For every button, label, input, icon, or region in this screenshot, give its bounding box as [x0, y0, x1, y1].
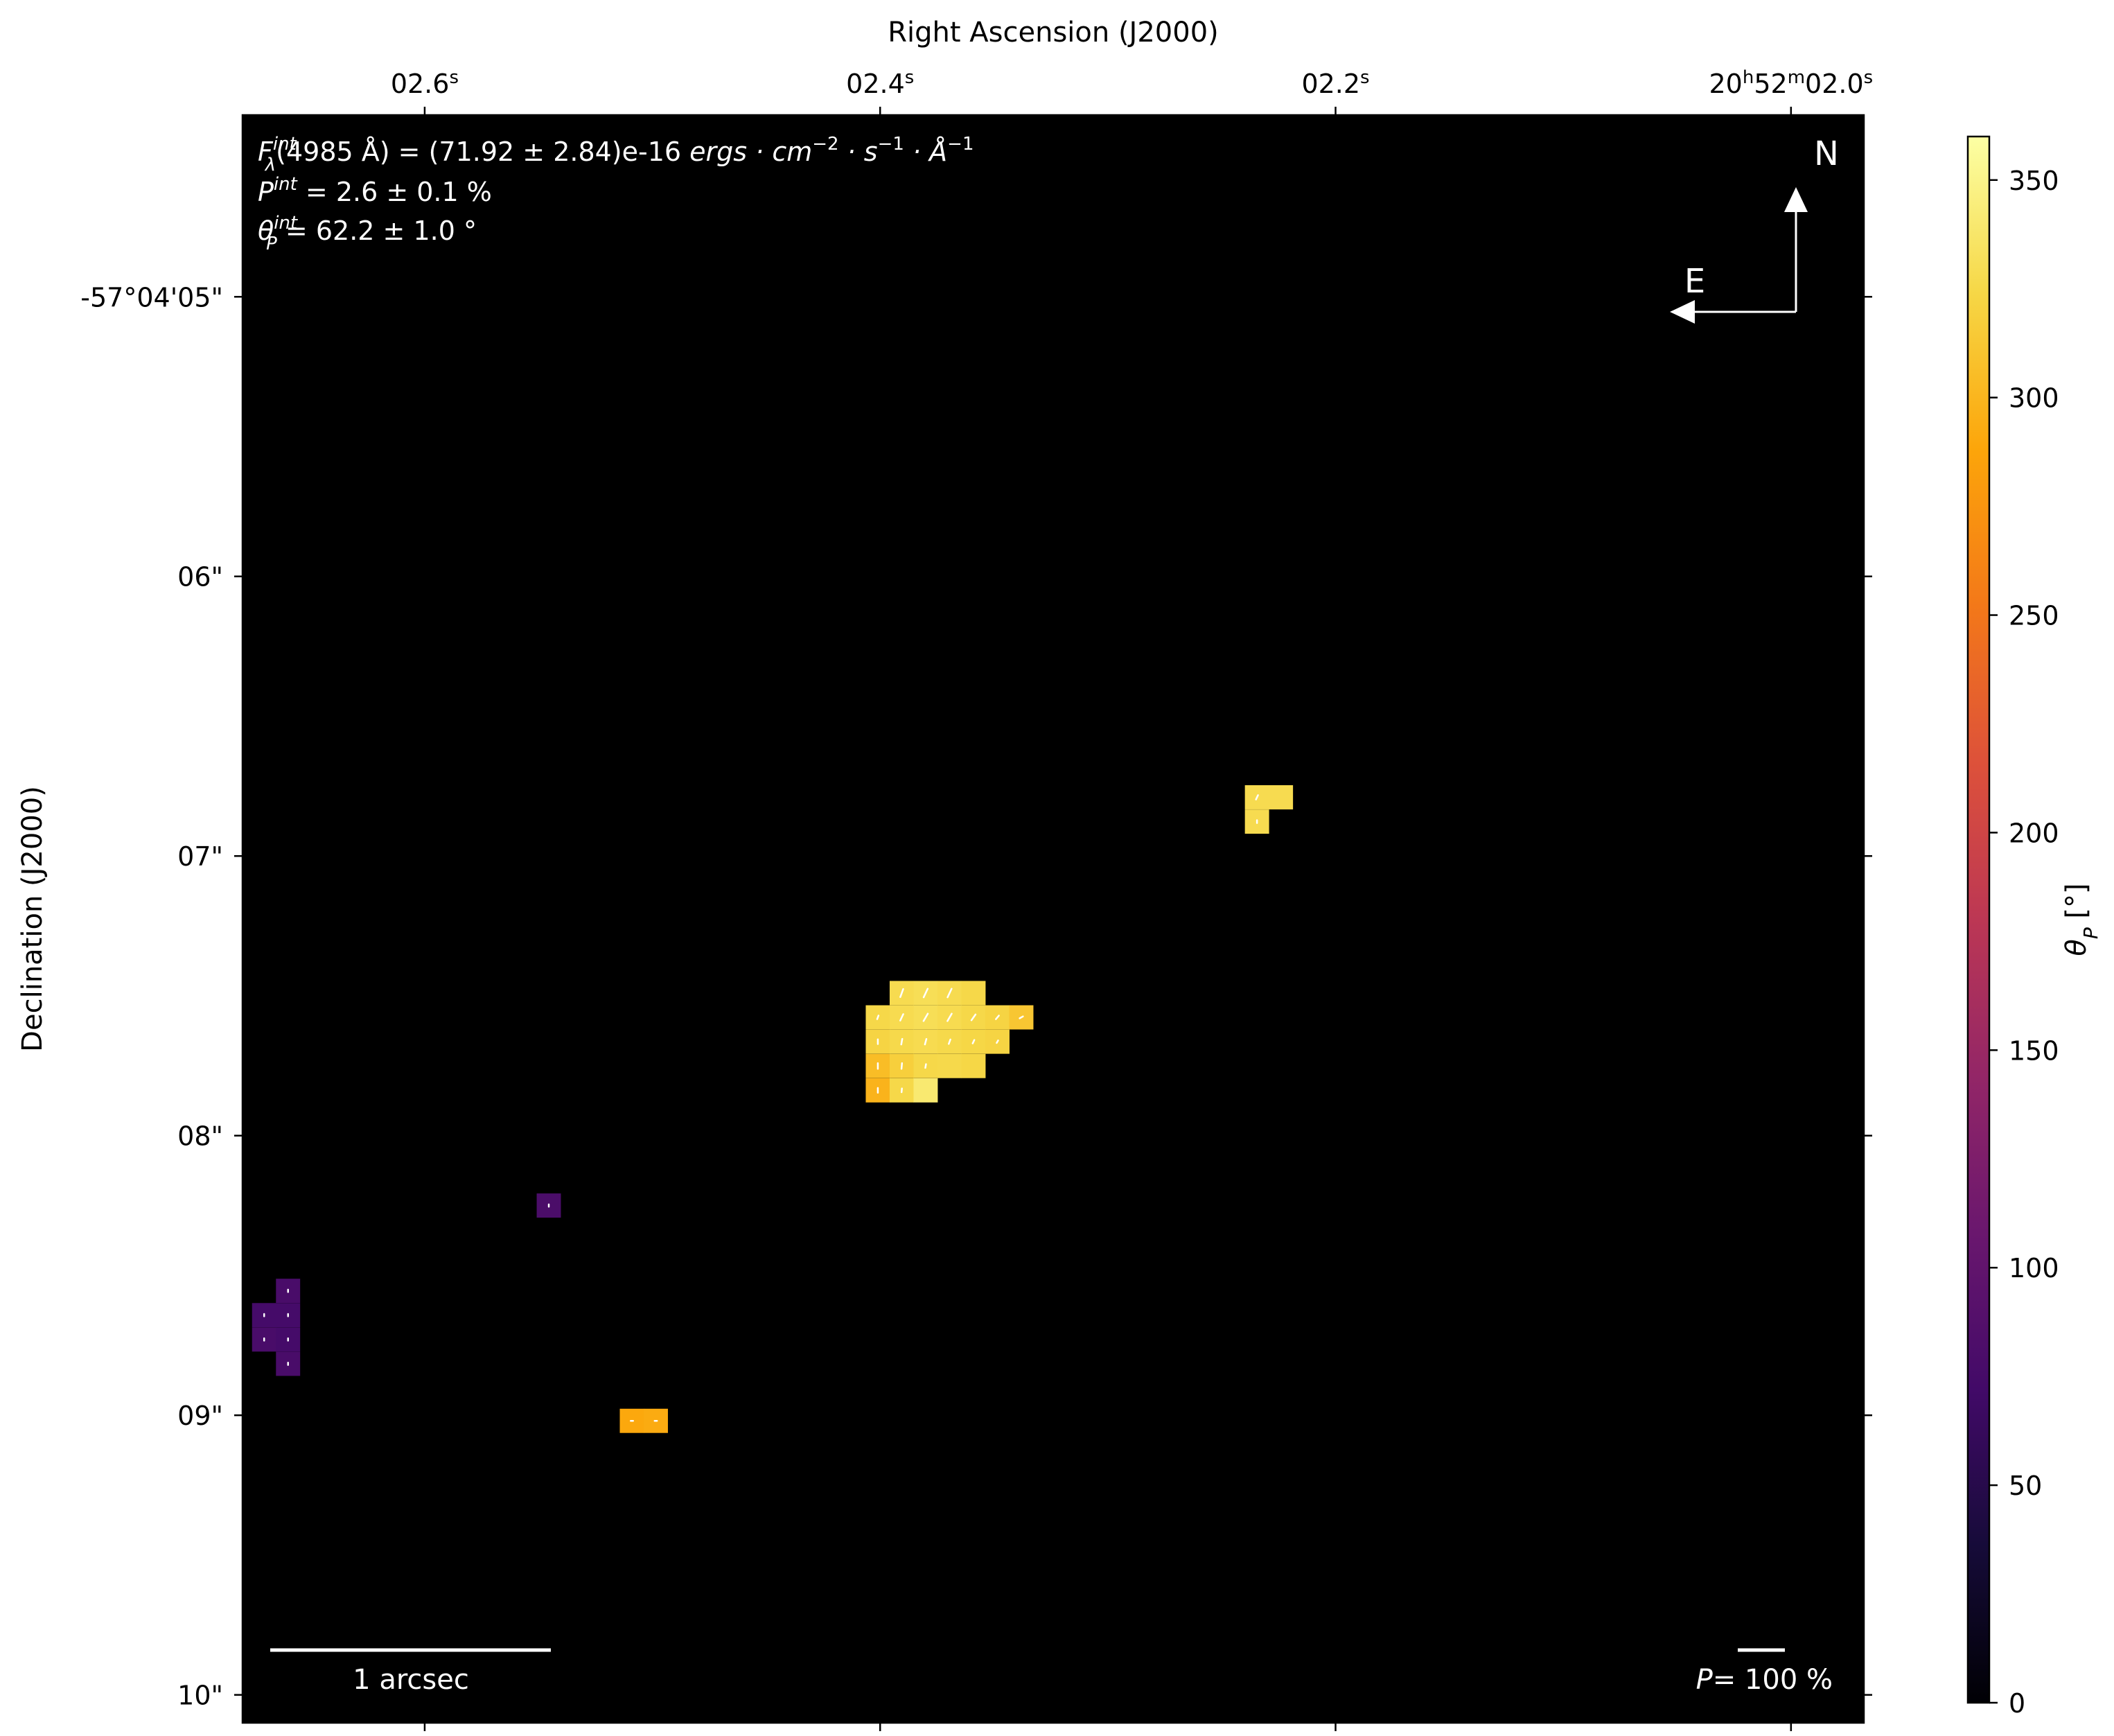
- polarization-vector: [900, 1037, 904, 1046]
- colorbar-tick-label: 200: [2009, 818, 2059, 848]
- polarization-vector: [1255, 794, 1259, 800]
- y-tick-label: 08": [177, 1121, 223, 1152]
- x-axis-bottom: [423, 1723, 1793, 1731]
- compass-east-label: E: [1684, 262, 1705, 301]
- plot-area: [243, 115, 1864, 1723]
- colorbar-tick-label: 0: [2009, 1688, 2025, 1719]
- x-tick-label: 02.2s: [1301, 67, 1369, 99]
- colorbar-tick-label: 150: [2009, 1035, 2059, 1066]
- y-tick-label: -57°04'05": [80, 282, 223, 313]
- colorbar-tick-label: 100: [2009, 1253, 2059, 1283]
- polarization-vector: [1019, 1015, 1024, 1019]
- y-axis-right: [1864, 296, 1872, 1696]
- map-pixel: [961, 981, 986, 1006]
- annotation-line: Fint λ(4985 Å) = (71.92 ± 2.84)e-16 ergs …: [258, 134, 974, 175]
- x-tick-label: 20h52m02.0s: [1709, 67, 1873, 99]
- colorbar-label: θP [°]: [2061, 883, 2102, 956]
- map-pixel: [1269, 785, 1294, 809]
- colorbar-tick-label: 50: [2009, 1471, 2042, 1501]
- polarization-vector: [922, 988, 929, 999]
- compass: N E: [1670, 134, 1839, 324]
- compass-north-label: N: [1814, 134, 1839, 173]
- y-tick-label: 07": [177, 841, 223, 872]
- polarization-vector: [970, 1013, 977, 1022]
- map-pixel: [961, 1053, 986, 1078]
- polarization-vector: [876, 1015, 880, 1020]
- polarization-vector: [946, 1012, 953, 1022]
- polarization-vector: [924, 1037, 928, 1046]
- flux-annotation: Fint λ(4985 Å) = (71.92 ± 2.84)e-16 ergs …: [258, 134, 974, 254]
- plot-frame: [241, 114, 1865, 1724]
- polarization-vector: [899, 1013, 904, 1022]
- map-pixel: [937, 1053, 962, 1078]
- polarization-vector: [899, 988, 904, 998]
- pixel-layer: [252, 785, 1294, 1433]
- annotation-line: Pint = 2.6 ± 0.1 %: [258, 174, 492, 207]
- compass-east-arrowhead: [1670, 300, 1695, 324]
- x-axis-top: 02.6s 02.4s 02.2s 20h52m02.0s: [391, 67, 1873, 115]
- y-tick-label: 10": [177, 1681, 223, 1711]
- colorbar-tick-label: 250: [2009, 601, 2059, 631]
- polarization-scale-bar: P= 100 %: [1696, 1648, 1833, 1696]
- vector-layer: [263, 794, 1259, 1422]
- x-tick-label: 02.6s: [391, 67, 459, 99]
- polarization-vector: [946, 988, 953, 999]
- polarization-vector: [995, 1015, 1000, 1020]
- polarization-vector: [996, 1040, 999, 1044]
- y-axis-label: Declination (J2000): [17, 786, 49, 1052]
- angular-scale-bar-label: 1 arcsec: [353, 1664, 469, 1696]
- x-tick-label: 02.4s: [846, 67, 914, 99]
- annotation-line: θint P = 62.2 ± 1.0 °: [258, 213, 477, 254]
- polarization-vector: [900, 1062, 904, 1070]
- map-pixel: [913, 1078, 938, 1103]
- polarization-vector: [922, 1012, 929, 1022]
- compass-north-arrowhead: [1784, 187, 1808, 212]
- y-tick-label: 06": [177, 562, 223, 593]
- colorbar: [1966, 135, 1991, 1704]
- colorbar-tick-label: 350: [2009, 166, 2059, 196]
- y-axis-left: -57°04'05" 06" 07" 08" 09" 10": [80, 282, 243, 1711]
- polarization-vector: [924, 1063, 927, 1069]
- colorbar-ticks: 0 50 100 150 200 250 300 350: [1989, 166, 2059, 1719]
- polarization-scale-bar-label: P= 100 %: [1696, 1664, 1833, 1696]
- colorbar-tick-label: 300: [2009, 383, 2059, 414]
- y-tick-label: 09": [177, 1401, 223, 1431]
- x-axis-label: Right Ascension (J2000): [888, 17, 1219, 49]
- polarization-vector: [948, 1038, 951, 1045]
- angular-scale-bar: 1 arcsec: [270, 1648, 551, 1696]
- polarization-vector: [971, 1039, 976, 1044]
